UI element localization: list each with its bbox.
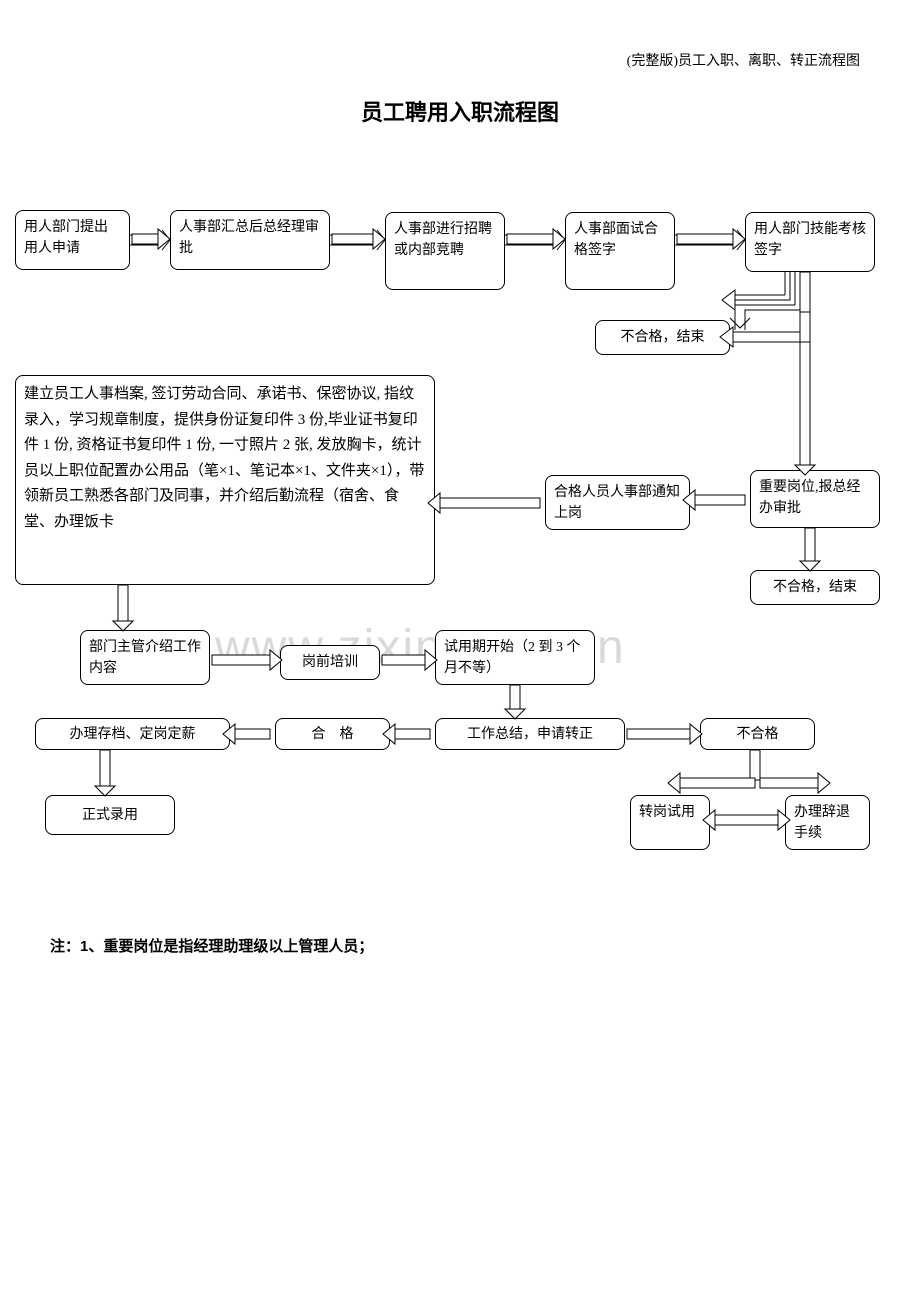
node-supervisor: 部门主管介绍工作内容 — [80, 630, 210, 685]
node-fail: 不合格 — [700, 718, 815, 750]
node-formal-hire: 正式录用 — [45, 795, 175, 835]
node-fail2: 不合格，结束 — [750, 570, 880, 605]
node-training: 岗前培训 — [280, 645, 380, 680]
node-fail1: 不合格，结束 — [595, 320, 730, 355]
node-request: 用人部门提出用人申请 — [15, 210, 130, 270]
node-hr-summary: 人事部汇总后总经理审批 — [170, 210, 330, 270]
node-dismiss: 办理辞退手续 — [785, 795, 870, 850]
node-summary: 工作总结，申请转正 — [435, 718, 625, 750]
page-header: (完整版)员工入职、离职、转正流程图 — [627, 50, 860, 70]
node-recruit: 人事部进行招聘或内部竞聘 — [385, 212, 505, 290]
node-skill-check: 用人部门技能考核签字 — [745, 212, 875, 272]
node-onboard-details: 建立员工人事档案, 签订劳动合同、承诺书、保密协议, 指纹录入，学习规章制度，提… — [15, 375, 435, 585]
node-notify: 合格人员人事部通知上岗 — [545, 475, 690, 530]
footnote: 注：1、重要岗位是指经理助理级以上管理人员； — [50, 935, 373, 956]
node-pass: 合 格 — [275, 718, 390, 750]
node-interview: 人事部面试合格签字 — [565, 212, 675, 290]
node-probation: 试用期开始（2 到 3 个月不等） — [435, 630, 595, 685]
node-transfer: 转岗试用 — [630, 795, 710, 850]
node-archive: 办理存档、定岗定薪 — [35, 718, 230, 750]
node-important: 重要岗位,报总经办审批 — [750, 470, 880, 528]
page-title: 员工聘用入职流程图 — [0, 95, 920, 127]
